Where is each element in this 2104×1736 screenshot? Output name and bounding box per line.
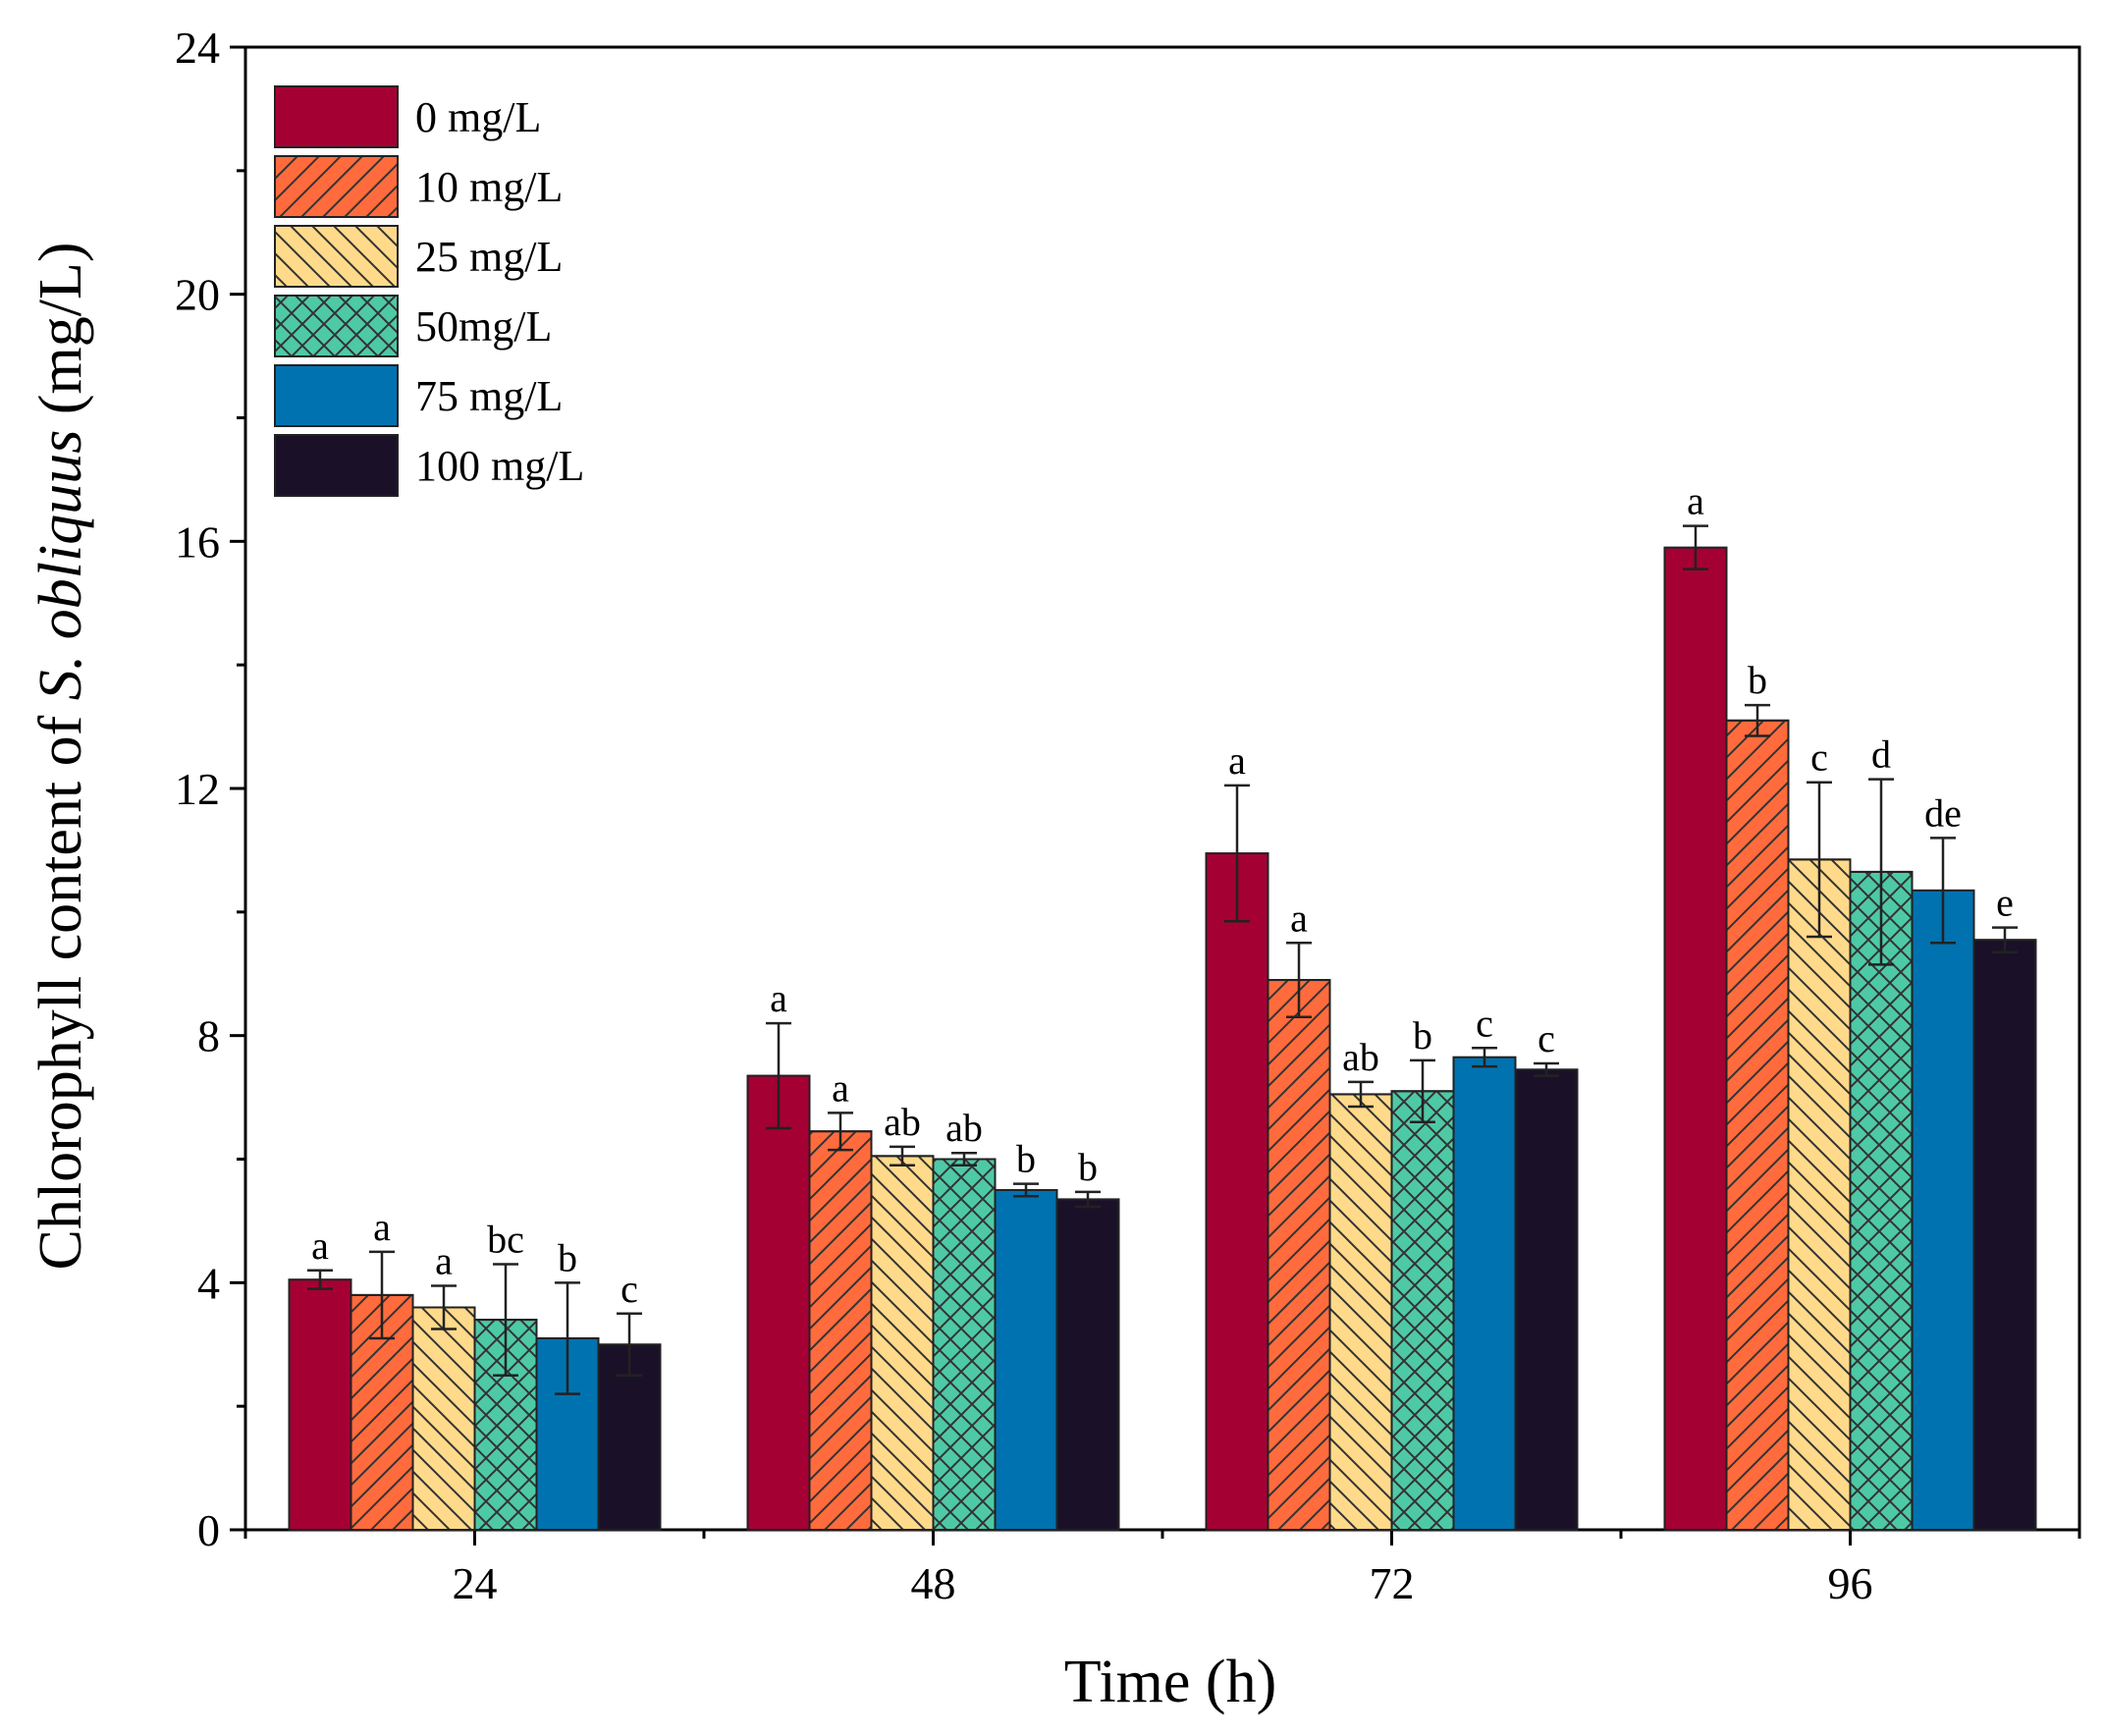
- x-tick-label: 24: [453, 1558, 498, 1608]
- legend-swatch-hatch: [274, 295, 399, 357]
- significance-letter: b: [1413, 1013, 1432, 1058]
- significance-letter: a: [373, 1205, 391, 1249]
- significance-letter: a: [770, 976, 787, 1020]
- bar-hatch: [1328, 1093, 1393, 1531]
- legend-label: 0 mg/L: [415, 93, 541, 141]
- legend-swatch-hatch: [274, 225, 399, 288]
- significance-letter: a: [832, 1065, 849, 1110]
- bar: [1663, 546, 1728, 1531]
- y-tick-label: 4: [197, 1258, 220, 1308]
- legend-label: 10 mg/L: [415, 163, 563, 211]
- significance-letter: ab: [945, 1106, 983, 1150]
- bar-hatch: [1787, 858, 1852, 1531]
- significance-letter: b: [1016, 1137, 1036, 1181]
- bar: [1972, 939, 2037, 1531]
- y-tick-label: 8: [197, 1011, 220, 1061]
- significance-letter: b: [1748, 658, 1767, 702]
- bar-hatch: [1267, 979, 1331, 1531]
- x-tick-label: 48: [911, 1558, 956, 1608]
- significance-letter: e: [1996, 881, 2014, 925]
- y-tick-label: 12: [175, 764, 220, 814]
- x-tick-label: 72: [1370, 1558, 1415, 1608]
- bar-hatch: [411, 1306, 476, 1531]
- bar-hatch: [1725, 719, 1790, 1531]
- significance-letter: c: [1538, 1016, 1555, 1060]
- bar: [1911, 889, 1975, 1531]
- y-tick-label: 24: [175, 23, 220, 73]
- significance-letter: a: [311, 1223, 329, 1268]
- significance-letter: a: [1228, 738, 1246, 783]
- bar-hatch: [1849, 870, 1914, 1531]
- significance-letter: d: [1871, 732, 1891, 777]
- bar-hatch: [932, 1158, 997, 1531]
- legend-swatch: [274, 434, 399, 497]
- bar: [1055, 1198, 1120, 1532]
- bar: [994, 1188, 1058, 1532]
- x-axis-title: Time (h): [1064, 1649, 1276, 1715]
- bar: [746, 1074, 811, 1531]
- significance-letter: ab: [1342, 1035, 1379, 1079]
- bar-hatch: [870, 1155, 935, 1531]
- significance-letter: c: [1810, 735, 1828, 780]
- significance-letter: de: [1924, 790, 1962, 835]
- significance-letter: a: [1687, 479, 1704, 523]
- legend-label: 50mg/L: [415, 302, 552, 351]
- legend-label: 100 mg/L: [415, 442, 584, 490]
- y-tick-label: 0: [197, 1505, 220, 1555]
- legend: 0 mg/L 10 mg/L 25 mg/L 50mg/L 75 mg/L 100 mg/…: [274, 85, 584, 497]
- significance-letter: bc: [487, 1217, 524, 1261]
- significance-letter: b: [558, 1235, 577, 1279]
- y-tick-label: 16: [175, 516, 220, 567]
- bar: [1452, 1056, 1517, 1531]
- bar-hatch: [808, 1130, 873, 1531]
- bar: [1514, 1068, 1579, 1532]
- x-tick-label: 96: [1828, 1558, 1873, 1608]
- significance-letter: a: [1290, 895, 1308, 940]
- y-axis-title-part-1: Chlorophyll content of: [27, 700, 94, 1270]
- y-axis-title-species: S. obliquus: [27, 430, 94, 701]
- significance-letter: b: [1078, 1145, 1098, 1189]
- significance-letter: c: [1476, 1001, 1493, 1045]
- legend-label: 75 mg/L: [415, 372, 563, 420]
- significance-letter: ab: [884, 1100, 921, 1144]
- legend-swatch: [274, 364, 399, 427]
- bar-hatch: [1390, 1090, 1455, 1531]
- significance-letter: c: [620, 1267, 638, 1311]
- y-axis-title: Chlorophyll content of S. obliquus (mg/L…: [27, 242, 94, 1270]
- y-tick-label: 20: [175, 270, 220, 320]
- y-axis-title-unit: (mg/L): [27, 242, 94, 429]
- significance-letter: a: [435, 1238, 453, 1282]
- legend-label: 25 mg/L: [415, 233, 563, 281]
- bar: [288, 1278, 352, 1531]
- legend-swatch-hatch: [274, 155, 399, 218]
- legend-swatch: [274, 85, 399, 148]
- bar: [1205, 852, 1269, 1531]
